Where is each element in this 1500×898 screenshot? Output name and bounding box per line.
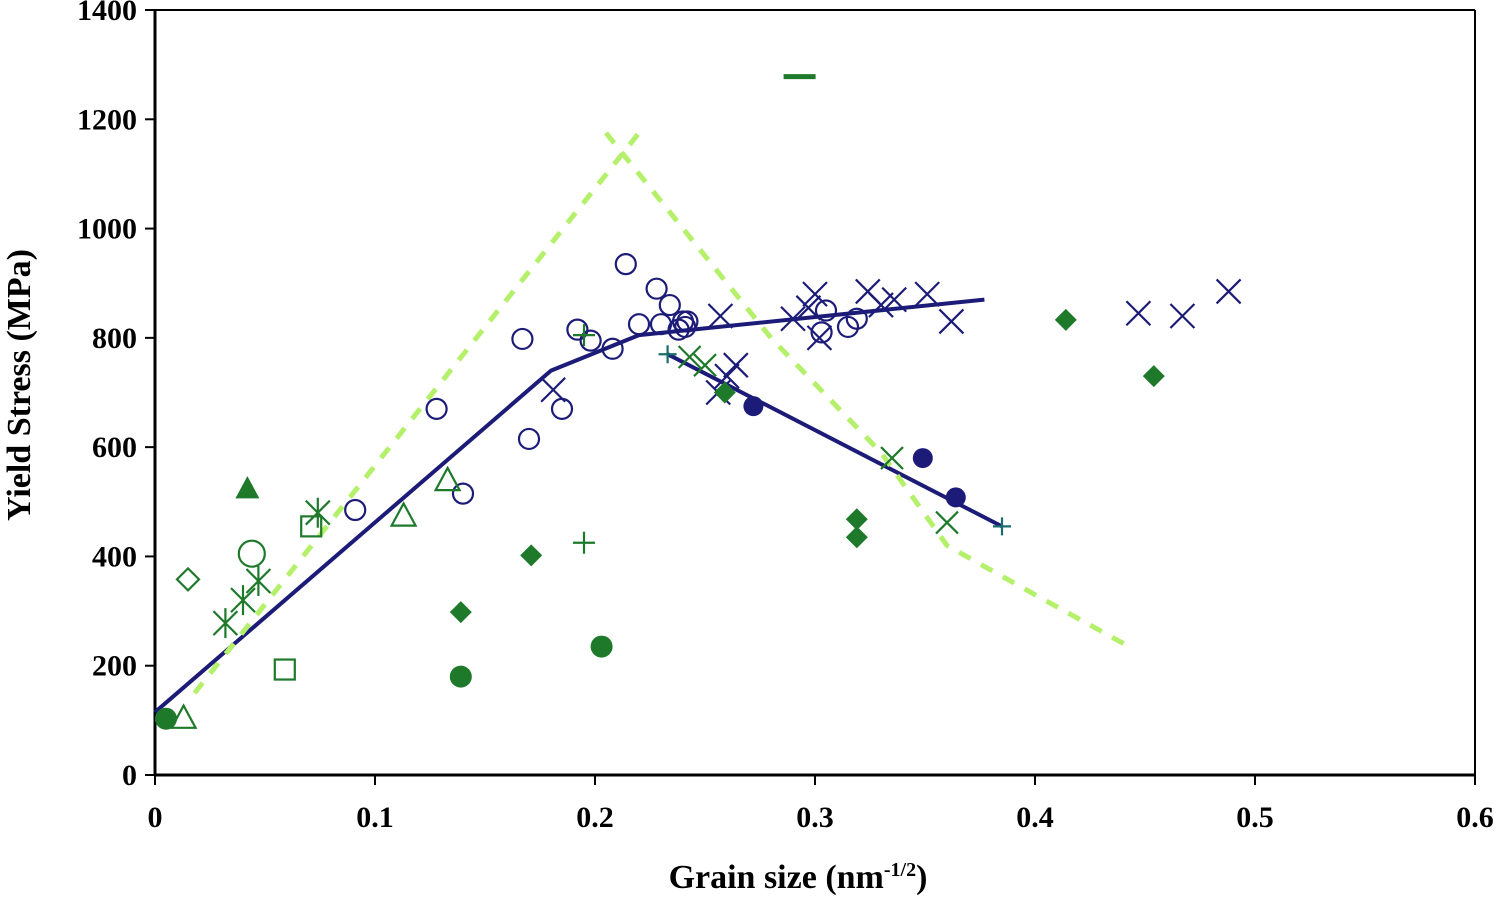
x-tick-label: 0.4: [1016, 801, 1054, 834]
data-point: [245, 566, 272, 597]
y-tick-label: 0: [122, 759, 137, 792]
data-point: [1142, 365, 1165, 388]
data-point: [520, 544, 543, 567]
y-tick-label: 1000: [77, 213, 137, 246]
y-tick-label: 400: [92, 540, 137, 573]
data-point: [993, 517, 1011, 536]
data-point: [845, 526, 868, 549]
x-tick-label: 0.5: [1236, 801, 1274, 834]
y-tick-label: 600: [92, 431, 137, 464]
data-point: [1169, 303, 1196, 329]
data-point: [1125, 300, 1152, 327]
dashed-fit-line: [604, 131, 1136, 652]
data-point: [517, 427, 541, 451]
data-point: [235, 476, 260, 499]
data-point: [880, 446, 904, 470]
ticks: 0 0.1 0.2 0.3 0.4 0.5 0.6 0 200 400 600 800 1000 1200…: [77, 0, 1494, 834]
y-tick-label: 800: [92, 322, 137, 355]
data-point: [806, 325, 833, 351]
solid-fit-line: [153, 297, 985, 714]
data-point: [707, 303, 734, 329]
x-axis-title: Grain size (nm-1/2): [669, 859, 928, 896]
data-point: [579, 329, 602, 352]
data-point: [677, 345, 702, 369]
data-point: [590, 635, 613, 658]
data-point: [300, 515, 323, 538]
data-point: [845, 508, 868, 531]
data-point: [743, 396, 764, 417]
data-point: [795, 295, 822, 321]
data-point: [914, 281, 940, 307]
data-point: [449, 601, 472, 624]
data-point: [938, 308, 965, 335]
data-point: [540, 376, 566, 403]
data-point: [810, 321, 833, 344]
data-point: [935, 510, 959, 535]
data-point: [344, 498, 367, 522]
data-point: [836, 315, 860, 339]
data-points: [155, 74, 1242, 730]
data-point: [449, 665, 472, 688]
data-point: [676, 310, 699, 333]
x-tick-label: 0.1: [356, 801, 394, 834]
data-point: [945, 487, 966, 508]
data-point: [723, 352, 749, 378]
data-point: [305, 497, 331, 528]
data-point: [389, 501, 418, 527]
data-point: [881, 286, 907, 313]
data-point: [713, 381, 736, 404]
x-tick-label: 0.2: [576, 801, 614, 834]
data-point: [169, 703, 198, 729]
axes: [153, 9, 1476, 777]
data-point: [451, 482, 475, 505]
data-point: [573, 324, 595, 347]
data-point: [175, 566, 201, 592]
x-tick-label: 0: [148, 801, 163, 834]
data-point: [511, 327, 534, 351]
y-tick-label: 200: [92, 650, 137, 683]
data-point: [814, 299, 838, 322]
data-point: [425, 397, 448, 420]
data-point: [237, 539, 266, 568]
data-point: [714, 363, 740, 389]
data-point: [614, 252, 637, 276]
y-tick-label: 1200: [77, 103, 137, 136]
data-point: [845, 307, 868, 330]
data-point: [693, 353, 717, 377]
x-tick-label: 0.3: [796, 801, 834, 834]
y-tick-label: 1400: [77, 0, 137, 27]
dashed-fit-line: [192, 131, 641, 695]
data-point: [645, 277, 668, 300]
data-point: [273, 658, 296, 681]
data-point: [658, 345, 677, 364]
data-point: [212, 608, 239, 639]
data-point: [1054, 308, 1077, 331]
data-point: [550, 397, 574, 420]
x-tick-label: 0.6: [1456, 801, 1494, 834]
data-point: [658, 293, 681, 317]
data-point: [627, 313, 651, 336]
data-point: [566, 318, 589, 341]
fit-lines: [153, 131, 1136, 714]
data-point: [230, 585, 256, 616]
data-point: [601, 337, 624, 360]
y-axis-title: Yield Stress (MPa): [1, 249, 38, 521]
data-point: [573, 531, 595, 554]
data-point: [1215, 278, 1242, 305]
data-point: [780, 305, 806, 332]
data-point: [912, 448, 933, 469]
data-point: [802, 281, 828, 307]
data-point: [155, 707, 177, 730]
data-point: [433, 465, 462, 492]
data-point: [868, 292, 894, 318]
